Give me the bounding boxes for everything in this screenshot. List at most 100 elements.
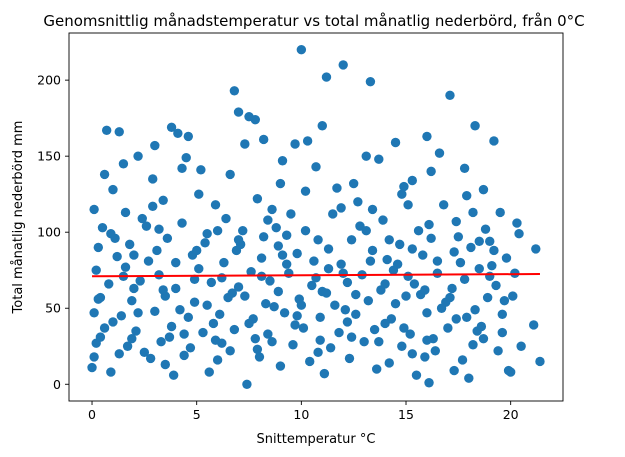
- data-point-228: [367, 204, 378, 215]
- data-point-102: [409, 279, 420, 289]
- data-point-291: [478, 333, 489, 344]
- data-point-153: [430, 346, 441, 356]
- data-point-279: [160, 359, 170, 370]
- data-point-221: [99, 169, 110, 180]
- data-point-42: [89, 204, 99, 215]
- data-point-12: [101, 125, 112, 136]
- data-point-270: [361, 225, 371, 236]
- y-tick-label: 0: [53, 377, 61, 392]
- data-point-24: [361, 151, 371, 161]
- data-point-81: [501, 253, 512, 263]
- data-point-99: [307, 280, 317, 291]
- data-point-93: [104, 279, 114, 289]
- data-point-85: [194, 264, 204, 274]
- data-point-97: [233, 282, 244, 292]
- data-point-266: [277, 250, 288, 260]
- data-point-152: [397, 341, 407, 351]
- data-point-213: [250, 333, 260, 344]
- data-point-148: [252, 344, 263, 354]
- data-point-76: [292, 248, 302, 259]
- data-point-237: [217, 273, 227, 283]
- data-point-224: [332, 183, 342, 193]
- data-point-120: [183, 312, 194, 323]
- data-point-19: [422, 131, 432, 142]
- data-point-250: [403, 271, 413, 282]
- data-point-205: [340, 305, 351, 315]
- data-point-276: [489, 245, 499, 256]
- data-point-113: [363, 295, 374, 306]
- data-point-119: [150, 306, 160, 316]
- data-point-25: [434, 148, 445, 158]
- data-point-82: [91, 265, 101, 275]
- data-point-216: [139, 347, 150, 358]
- data-point-164: [384, 358, 394, 368]
- data-point-146: [185, 343, 196, 353]
- data-point-66: [367, 245, 378, 256]
- data-point-151: [359, 336, 369, 347]
- data-point-137: [334, 327, 344, 338]
- chart-title: Genomsnittlig månadstemperatur vs total …: [43, 12, 584, 30]
- data-point-241: [281, 259, 292, 269]
- data-point-36: [108, 184, 118, 195]
- data-point-272: [407, 244, 417, 254]
- data-point-247: [365, 256, 376, 266]
- x-tick-label: 10: [293, 407, 309, 422]
- data-point-208: [208, 318, 219, 329]
- data-point-284: [292, 311, 302, 321]
- data-point-130: [99, 323, 110, 333]
- data-point-64: [273, 241, 284, 251]
- data-point-223: [275, 178, 286, 189]
- data-point-175: [319, 368, 330, 379]
- data-point-278: [127, 333, 137, 344]
- data-point-189: [202, 229, 212, 239]
- data-point-191: [378, 215, 388, 225]
- data-point-232: [133, 308, 143, 318]
- data-point-255: [470, 305, 480, 315]
- data-point-207: [108, 317, 118, 327]
- trend-line: [92, 273, 540, 278]
- y-tick-label: 200: [37, 73, 61, 88]
- x-tick-label: 15: [398, 407, 414, 422]
- data-point-252: [432, 256, 443, 266]
- data-point-80: [455, 257, 466, 268]
- data-point-38: [225, 169, 235, 180]
- data-point-56: [451, 216, 461, 227]
- data-point-273: [424, 219, 434, 230]
- y-tick-label: 150: [37, 149, 61, 164]
- data-point-94: [135, 276, 145, 286]
- data-point-203: [175, 305, 185, 315]
- y-axis-label: Total månatlig nederbörd mm: [11, 121, 26, 315]
- y-axis-ticks: 0 50 100 150 200: [37, 73, 69, 392]
- data-point-92: [474, 264, 484, 274]
- data-point-202: [508, 291, 518, 301]
- data-point-180: [464, 373, 474, 383]
- data-point-285: [315, 335, 325, 345]
- data-point-154: [468, 340, 478, 350]
- data-point-40: [399, 181, 409, 192]
- data-point-136: [298, 323, 309, 333]
- data-point-100: [342, 277, 353, 288]
- data-point-133: [198, 327, 208, 338]
- data-point-65: [313, 235, 323, 245]
- data-point-28: [277, 156, 288, 166]
- data-point-169: [87, 362, 97, 373]
- data-point-53: [281, 230, 292, 240]
- data-point-47: [438, 200, 449, 210]
- data-point-295: [263, 215, 273, 225]
- data-point-198: [129, 283, 139, 294]
- data-point-157: [114, 349, 124, 359]
- data-point-87: [284, 268, 294, 278]
- data-point-2: [321, 72, 332, 82]
- data-point-196: [392, 259, 403, 269]
- data-point-173: [242, 379, 252, 389]
- data-point-142: [528, 320, 539, 330]
- data-point-124: [315, 312, 325, 323]
- plot-frame: [68, 32, 564, 402]
- data-point-229: [462, 191, 472, 201]
- data-point-183: [221, 213, 231, 224]
- data-point-298: [468, 207, 478, 218]
- data-point-132: [166, 321, 177, 332]
- data-point-0: [296, 45, 307, 55]
- data-point-140: [443, 323, 453, 333]
